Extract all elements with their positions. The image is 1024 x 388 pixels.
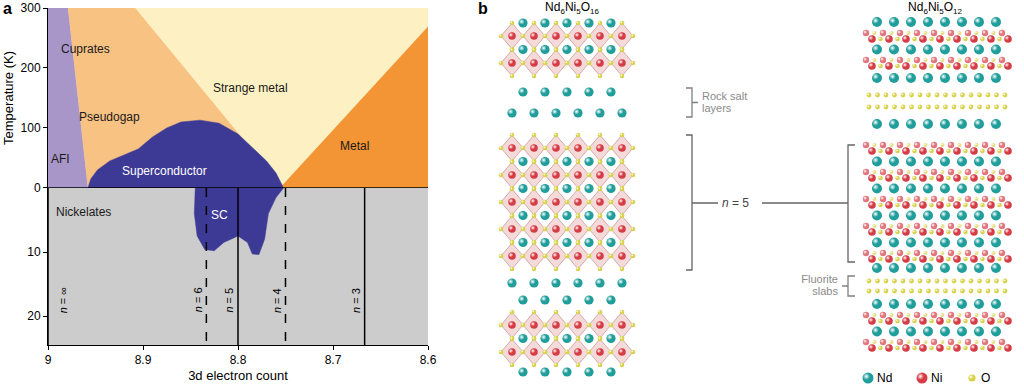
svg-text:n = 3: n = 3 bbox=[350, 288, 362, 313]
svg-text:8.6: 8.6 bbox=[420, 353, 437, 367]
svg-text:a: a bbox=[3, 0, 12, 17]
svg-text:10: 10 bbox=[27, 245, 41, 259]
svg-text:Cuprates: Cuprates bbox=[61, 42, 110, 56]
svg-text:0: 0 bbox=[34, 181, 41, 195]
svg-text:n = 6: n = 6 bbox=[192, 287, 204, 312]
svg-text:200: 200 bbox=[21, 61, 41, 75]
svg-text:n = 4: n = 4 bbox=[271, 288, 283, 313]
svg-text:O: O bbox=[981, 371, 990, 385]
svg-text:8.8: 8.8 bbox=[230, 353, 247, 367]
svg-text:Rock salt: Rock salt bbox=[702, 90, 747, 102]
svg-text:AFI: AFI bbox=[51, 152, 70, 166]
svg-text:Temperature (K): Temperature (K) bbox=[1, 51, 16, 145]
svg-text:layers: layers bbox=[702, 102, 732, 114]
svg-text:Strange metal: Strange metal bbox=[213, 81, 288, 95]
svg-text:9: 9 bbox=[45, 353, 52, 367]
svg-text:n = 5: n = 5 bbox=[223, 288, 235, 313]
svg-text:100: 100 bbox=[21, 121, 41, 135]
svg-text:Metal: Metal bbox=[340, 139, 369, 153]
svg-text:Nd6Ni5O16: Nd6Ni5O16 bbox=[545, 0, 599, 16]
svg-text:Ni: Ni bbox=[931, 371, 942, 385]
svg-text:Superconductor: Superconductor bbox=[122, 164, 207, 178]
svg-text:Nd6Ni5O12: Nd6Ni5O12 bbox=[908, 0, 962, 16]
svg-text:slabs: slabs bbox=[812, 285, 838, 297]
svg-text:Nd: Nd bbox=[877, 371, 892, 385]
svg-text:8.9: 8.9 bbox=[135, 353, 152, 367]
svg-text:8.7: 8.7 bbox=[325, 353, 342, 367]
svg-text:Fluorite: Fluorite bbox=[801, 273, 838, 285]
svg-text:3d electron count: 3d electron count bbox=[188, 368, 288, 383]
svg-text:20: 20 bbox=[27, 309, 41, 323]
svg-text:n = ∞: n = ∞ bbox=[57, 287, 69, 314]
svg-text:Nickelates: Nickelates bbox=[56, 205, 111, 219]
svg-text:300: 300 bbox=[21, 1, 41, 15]
svg-text:Pseudogap: Pseudogap bbox=[79, 110, 140, 124]
svg-text:SC: SC bbox=[211, 208, 228, 222]
svg-text:n = 5: n = 5 bbox=[722, 196, 749, 210]
svg-text:b: b bbox=[478, 0, 488, 17]
